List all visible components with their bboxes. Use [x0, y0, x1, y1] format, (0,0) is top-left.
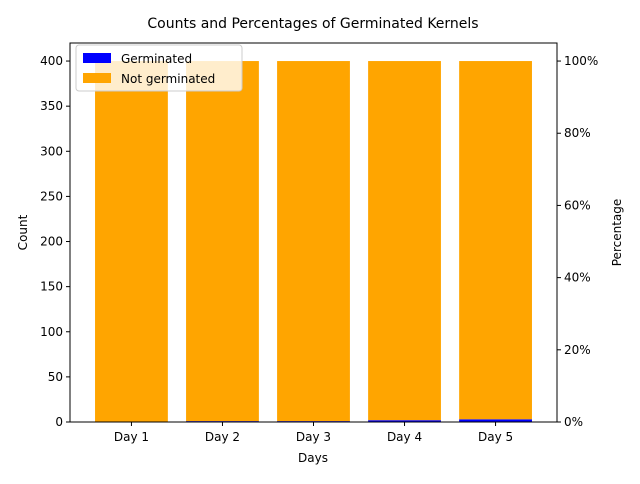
x-tick-label: Day 4 [387, 430, 422, 444]
x-tick-label: Day 3 [296, 430, 331, 444]
y2-tick-label: 100% [564, 54, 598, 68]
bar-not-germinated-1 [95, 61, 168, 423]
bars-group [95, 61, 532, 423]
x-tick-label: Day 1 [114, 430, 149, 444]
y-tick-label: 250 [40, 189, 63, 203]
legend-label: Germinated [121, 52, 192, 66]
bar-not-germinated-2 [186, 61, 259, 422]
legend-swatch [83, 53, 111, 63]
y-tick-label: 100 [40, 325, 63, 339]
bar-germinated-4 [368, 420, 441, 422]
legend-box [75, 44, 243, 92]
y-axis-label: Count [16, 214, 30, 250]
x-axis-label: Days [298, 451, 328, 465]
y2-axis-label: Percentage [610, 199, 624, 267]
y-tick-label: 400 [40, 54, 63, 68]
y-tick-label: 0 [55, 415, 63, 429]
chart-title: Counts and Percentages of Germinated Ker… [147, 16, 478, 32]
legend-swatch [83, 73, 111, 83]
legend: Germinated Not germinated [75, 44, 243, 92]
y2-tick-label: 60% [564, 198, 591, 212]
y-tick-label: 350 [40, 99, 63, 113]
y2-tick-label: 0% [564, 415, 583, 429]
bar-germinated-5 [459, 419, 532, 422]
y-tick-label: 50 [48, 370, 63, 384]
x-tick-label: Day 2 [205, 430, 240, 444]
bar-not-germinated-4 [368, 61, 441, 421]
y2-tick-label: 40% [564, 271, 591, 285]
bar-not-germinated-5 [459, 61, 532, 420]
y-tick-label: 150 [40, 280, 63, 294]
y-tick-label: 200 [40, 235, 63, 249]
y2-tick-label: 80% [564, 126, 591, 140]
legend-label: Not germinated [121, 72, 215, 86]
axes-group: Day 1 Day 2 Day 3 Day 4 Day 5 0 50 100 150 200 250… [40, 54, 598, 444]
y2-tick-label: 20% [564, 343, 591, 357]
y-tick-label: 300 [40, 144, 63, 158]
x-tick-label: Day 5 [478, 430, 513, 444]
bar-not-germinated-3 [277, 61, 350, 422]
